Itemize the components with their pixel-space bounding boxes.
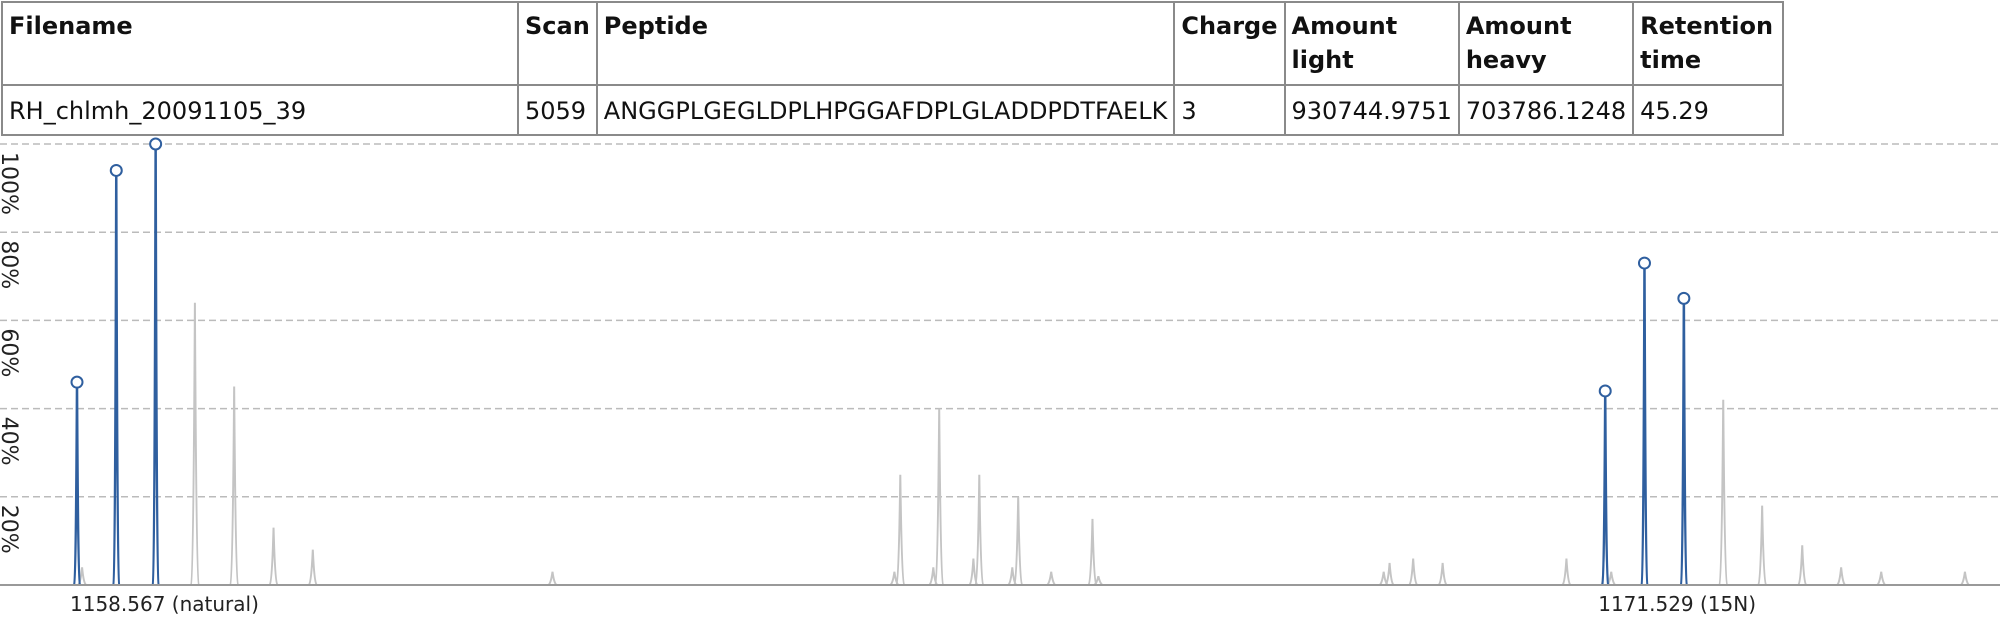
spectrum-peak: [1718, 399, 1729, 586]
y-tick-label: 20%: [0, 505, 21, 554]
spectrum-peak: [1384, 562, 1395, 586]
y-tick-label: 60%: [0, 328, 21, 377]
header-retention-time: Retention time: [1632, 1, 1785, 86]
spectrum-peak: [307, 549, 318, 586]
peak-marker-circle: [109, 163, 123, 177]
peptide-info-table: Filename Scan Peptide Charge Amount ligh…: [1, 1, 1785, 136]
spectrum-peak: [1087, 518, 1098, 586]
mass-spectrum-chart: 20% 40% 60% 80% 100% 1158.567 (natural) 1171.…: [0, 137, 2000, 616]
header-amount-heavy: Amount heavy: [1457, 1, 1635, 86]
header-scan: Scan: [517, 1, 598, 86]
peak-marker-circle: [1598, 384, 1612, 398]
spectrum-peak: [229, 386, 240, 586]
cell-peptide: ANGGPLGEGLDPLHPGGAFDPLGLADDPDTFAELK: [595, 84, 1176, 136]
y-tick-label: 80%: [0, 240, 21, 289]
cell-amount-light: 930744.9751: [1283, 84, 1460, 136]
highlighted-peaks: [70, 137, 1691, 586]
heavy-isotope-peak: [1679, 298, 1689, 586]
peak-marker-circle: [70, 375, 84, 389]
cell-retention-time: 45.29: [1632, 84, 1785, 136]
spectrum-peak: [974, 474, 985, 586]
heavy-isotope-peak: [1640, 263, 1649, 586]
spectrum-peak: [1836, 567, 1846, 586]
cell-amount-heavy: 703786.1248: [1457, 84, 1635, 136]
header-amount-light: Amount light: [1283, 1, 1460, 86]
spectrum-peak: [1757, 505, 1768, 586]
table-row: RH_chlmh_20091105_39 5059 ANGGPLGEGLDPLH…: [1, 84, 1785, 136]
chart-gridlines: [0, 143, 2000, 498]
spectrum-peak: [1960, 571, 1970, 586]
cell-scan: 5059: [517, 84, 598, 136]
cell-filename: RH_chlmh_20091105_39: [1, 84, 519, 136]
header-peptide: Peptide: [595, 1, 1176, 86]
spectrum-peak: [1876, 571, 1886, 586]
spectrum-peak: [1561, 558, 1572, 586]
spectrum-peak: [1797, 545, 1808, 586]
cell-charge: 3: [1173, 84, 1286, 136]
spectrum-peak: [1408, 558, 1418, 586]
peak-marker-circle: [1637, 256, 1651, 270]
table-header-row: Filename Scan Peptide Charge Amount ligh…: [1, 1, 1785, 86]
spectrum-peak: [895, 474, 906, 586]
spectrum-peak: [547, 571, 558, 586]
header-charge: Charge: [1173, 1, 1286, 86]
x-axis-label: 1171.529 (15N): [1598, 592, 1756, 616]
spectrum-peak: [268, 527, 279, 586]
peak-marker-circle: [1677, 291, 1691, 305]
spectrum-peak: [1437, 562, 1448, 586]
header-filename: Filename: [1, 1, 519, 86]
heavy-isotope-peak: [1601, 390, 1610, 586]
natural-isotope-peak: [151, 143, 160, 586]
y-tick-label: 40%: [0, 417, 21, 466]
x-axis-label: 1158.567 (natural): [70, 592, 259, 616]
spectrum-peak: [1013, 496, 1024, 586]
spectrum-peak: [1093, 575, 1104, 586]
peak-marker-circle: [149, 137, 163, 151]
y-axis-labels: 20% 40% 60% 80% 100%: [0, 152, 21, 554]
spectrum-peak: [189, 302, 200, 586]
y-tick-label: 100%: [0, 152, 21, 215]
spectrum-peak: [1046, 571, 1056, 586]
natural-isotope-peak: [72, 382, 82, 586]
background-peaks: [77, 302, 1970, 586]
spectrum-peak: [934, 408, 945, 586]
x-axis-labels: 1158.567 (natural) 1171.529 (15N): [70, 592, 1756, 616]
